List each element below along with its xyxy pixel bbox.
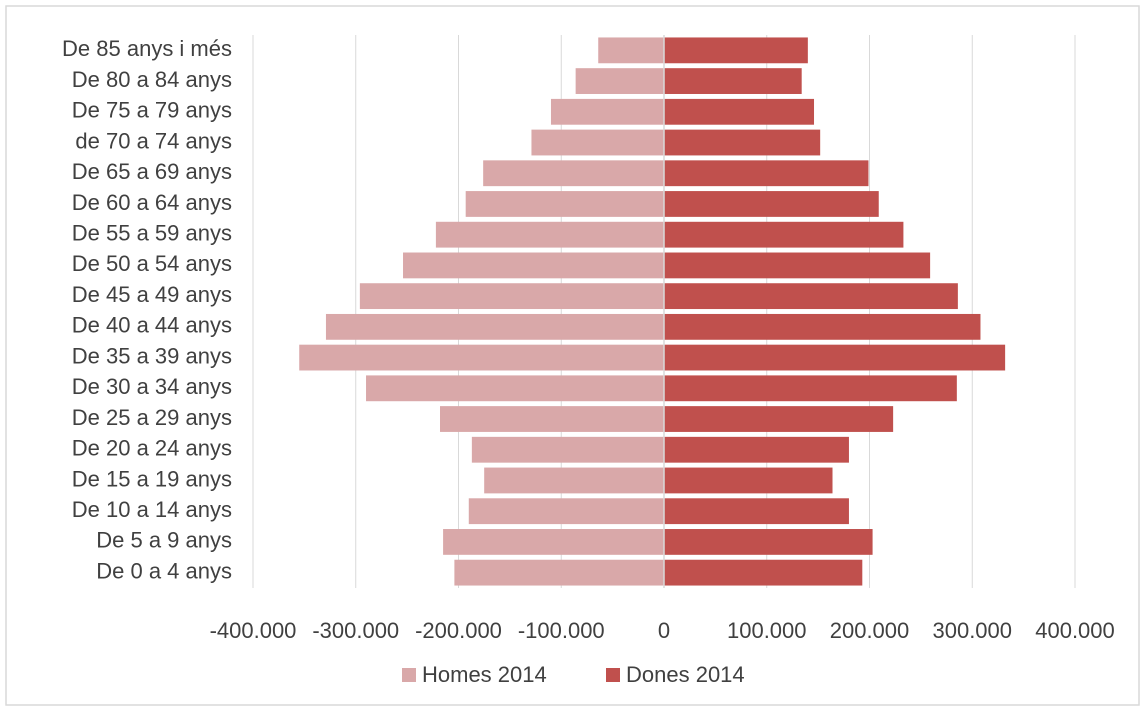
bar (664, 283, 958, 310)
bar (454, 559, 664, 586)
bar (664, 252, 931, 279)
bar (403, 252, 664, 279)
y-tick-label: De 10 a 14 anys (72, 497, 232, 522)
y-tick-label: De 5 a 9 anys (96, 528, 232, 553)
y-tick-label: De 60 a 64 anys (72, 190, 232, 215)
bar (359, 283, 664, 310)
bar (664, 344, 1006, 371)
bar (440, 406, 664, 432)
x-tick-label: -400.000 (210, 618, 297, 643)
y-tick-label: De 40 a 44 anys (72, 313, 232, 338)
x-tick-label: -100.000 (518, 618, 605, 643)
bar (664, 559, 863, 586)
legend-swatch (402, 668, 416, 682)
bar (664, 313, 981, 340)
bar (664, 68, 802, 94)
bar (664, 129, 821, 156)
legend-label: Homes 2014 (422, 662, 547, 687)
y-tick-label: De 25 a 29 anys (72, 405, 232, 430)
y-tick-label: De 65 a 69 anys (72, 159, 232, 184)
bar (664, 375, 957, 402)
legend-swatch (606, 668, 620, 682)
legend-label: Dones 2014 (626, 662, 745, 687)
y-tick-label: De 45 a 49 anys (72, 282, 232, 307)
bar (531, 129, 664, 156)
bar (664, 160, 869, 187)
bar (664, 467, 833, 494)
bar (299, 344, 664, 371)
x-tick-label: 300.000 (932, 618, 1012, 643)
bar (598, 37, 664, 64)
bar (575, 68, 664, 94)
y-tick-label: De 20 a 24 anys (72, 436, 232, 461)
bar (664, 529, 873, 555)
bar (483, 160, 664, 187)
x-tick-label: 100.000 (727, 618, 807, 643)
bar (468, 498, 664, 525)
bar (465, 191, 664, 217)
y-tick-label: De 30 a 34 anys (72, 374, 232, 399)
bar (664, 436, 849, 463)
bar (664, 98, 815, 125)
bar (664, 37, 808, 64)
y-tick-label: De 50 a 54 anys (72, 251, 232, 276)
y-tick-label: De 85 anys i més (62, 36, 232, 61)
bar (484, 467, 664, 494)
x-tick-label: 400.000 (1035, 618, 1115, 643)
y-tick-label: De 55 a 59 anys (72, 221, 232, 246)
bar (550, 98, 664, 125)
y-tick-label: De 0 a 4 anys (96, 558, 232, 583)
bar (435, 221, 664, 248)
y-tick-label: De 80 a 84 anys (72, 67, 232, 92)
bar (443, 529, 664, 555)
bar (664, 191, 879, 217)
y-tick-label: De 75 a 79 anys (72, 98, 232, 123)
bar (664, 406, 894, 432)
x-tick-label: 0 (658, 618, 670, 643)
bar (664, 221, 904, 248)
bar (366, 375, 664, 402)
bar (325, 313, 664, 340)
x-tick-label: -200.000 (415, 618, 502, 643)
bar (664, 498, 849, 525)
bar (471, 436, 664, 463)
y-tick-label: De 35 a 39 anys (72, 343, 232, 368)
x-tick-label: 200.000 (830, 618, 910, 643)
x-tick-label: -300.000 (312, 618, 399, 643)
y-tick-label: De 15 a 19 anys (72, 466, 232, 491)
y-tick-label: de 70 a 74 anys (75, 128, 232, 153)
